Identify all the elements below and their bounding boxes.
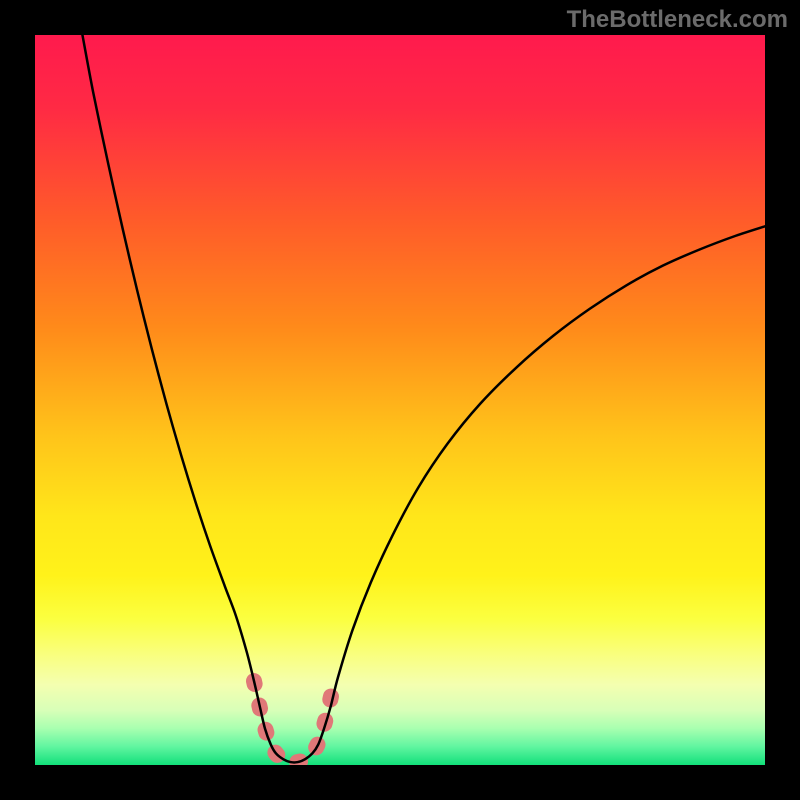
chart-svg	[0, 0, 800, 800]
chart-stage: TheBottleneck.com	[0, 0, 800, 800]
plot-background	[35, 35, 765, 765]
attribution-text: TheBottleneck.com	[567, 6, 788, 34]
